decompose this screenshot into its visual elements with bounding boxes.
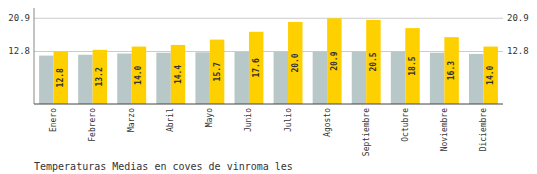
x-tick-label: Febrero bbox=[88, 108, 97, 142]
bar bbox=[249, 32, 263, 104]
data-label: 20.9 bbox=[330, 51, 339, 70]
data-label: 17.6 bbox=[252, 58, 261, 77]
data-label: 14.4 bbox=[174, 65, 183, 84]
bar bbox=[78, 55, 92, 104]
bar bbox=[171, 45, 185, 104]
y2-tick-label: 20.9 bbox=[507, 13, 529, 23]
x-tick-label: Octubre bbox=[401, 108, 410, 142]
x-tick-label: Mayo bbox=[205, 108, 214, 127]
x-tick-label: Agosto bbox=[323, 108, 332, 137]
x-tick-label: Abril bbox=[166, 108, 175, 132]
bar bbox=[117, 54, 131, 104]
data-label: 18.5 bbox=[408, 56, 417, 75]
bar bbox=[39, 56, 53, 104]
data-label: 14.0 bbox=[486, 65, 495, 84]
x-tick-label: Enero bbox=[49, 108, 58, 132]
x-tick-label: Noviembre bbox=[440, 108, 449, 152]
x-tick-label: Julio bbox=[284, 108, 293, 132]
bar bbox=[234, 52, 248, 104]
y-tick-label: 12.8 bbox=[8, 46, 30, 56]
bar bbox=[156, 53, 170, 104]
bar bbox=[274, 51, 288, 104]
title: Temperaturas Medias en coves de vinroma … bbox=[34, 161, 293, 172]
bar bbox=[195, 52, 209, 104]
baseline bbox=[34, 104, 503, 105]
data-label: 20.5 bbox=[369, 52, 378, 71]
bar bbox=[313, 51, 327, 104]
x-tick-label: Diciembre bbox=[479, 108, 488, 152]
x-tick-label: Septiembre bbox=[362, 108, 371, 156]
y-axis-line bbox=[34, 8, 35, 104]
bar bbox=[210, 40, 224, 104]
data-label: 15.7 bbox=[213, 62, 222, 81]
bar bbox=[54, 51, 68, 104]
grid-line bbox=[34, 18, 503, 19]
bar bbox=[132, 47, 146, 104]
page: {"chart_data": {"type": "bar", "title": … bbox=[0, 0, 537, 174]
y2-tick-label: 12.8 bbox=[507, 46, 529, 56]
data-label: 13.2 bbox=[95, 67, 104, 86]
bar bbox=[93, 50, 107, 104]
bar bbox=[352, 51, 366, 104]
y-tick-label: 20.9 bbox=[8, 13, 30, 23]
data-label: 16.3 bbox=[447, 61, 456, 80]
bar bbox=[288, 22, 302, 104]
x-tick-label: Junio bbox=[244, 108, 253, 132]
bar bbox=[430, 53, 444, 104]
data-label: 14.0 bbox=[134, 65, 143, 84]
chart-container: 12.8 20.9 12.8 20.9 12.8 13.2 14.0 14.4 15.7 17.6… bbox=[0, 0, 537, 174]
x-tick-label: Marzo bbox=[127, 108, 136, 132]
bars bbox=[39, 18, 498, 104]
bar bbox=[444, 37, 458, 104]
bar bbox=[405, 28, 419, 104]
chart-svg: 12.8 20.9 12.8 20.9 12.8 13.2 14.0 14.4 15.7 17.6… bbox=[0, 0, 537, 174]
bar bbox=[469, 54, 483, 104]
bar bbox=[327, 18, 341, 104]
data-label: 20.0 bbox=[291, 53, 300, 72]
bar bbox=[366, 20, 380, 104]
bar bbox=[391, 51, 405, 104]
data-label: 12.8 bbox=[56, 68, 65, 87]
bar bbox=[483, 47, 497, 104]
